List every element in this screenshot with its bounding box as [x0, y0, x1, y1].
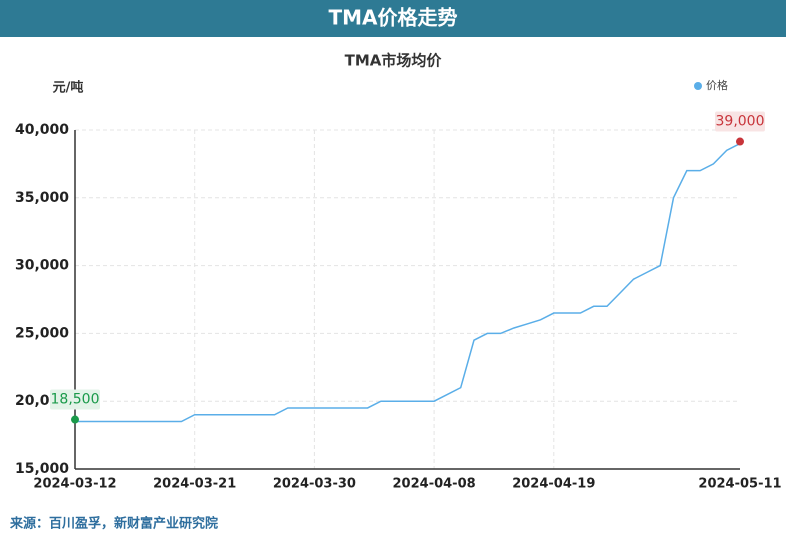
y-tick-label: 35,000: [15, 190, 69, 206]
point-marker: [736, 137, 744, 146]
header-title: TMA价格走势: [328, 6, 457, 30]
legend-swatch: [694, 82, 702, 90]
x-tick-label: 2024-04-19: [512, 477, 595, 492]
x-tick-label: 2024-04-08: [393, 477, 476, 492]
y-tick-label: 15,000: [15, 461, 69, 477]
source: 来源：百川盈孚，新财富产业研究院: [9, 516, 218, 532]
x-tick-label: 2024-03-30: [273, 477, 356, 492]
x-tick-label: 2024-03-21: [153, 477, 236, 492]
y-axis-label: 元/吨: [53, 80, 84, 96]
label-bg: [50, 389, 100, 410]
chart-title: TMA市场均价: [345, 52, 443, 70]
label-bg: [715, 111, 765, 132]
y-tick-label: 25,000: [15, 325, 69, 341]
header-bar: [0, 0, 786, 37]
y-tick-label: 30,000: [15, 258, 69, 274]
data-label: 18,500: [51, 392, 100, 408]
x-tick-label: 2024-03-12: [33, 477, 116, 492]
y-tick-label: 40,000: [15, 122, 69, 138]
x-tick-label: 2024-05-11: [698, 477, 781, 492]
legend-label: 价格: [706, 78, 728, 92]
data-label: 39,000: [716, 114, 765, 130]
line: [75, 142, 741, 423]
point-marker: [71, 415, 79, 424]
